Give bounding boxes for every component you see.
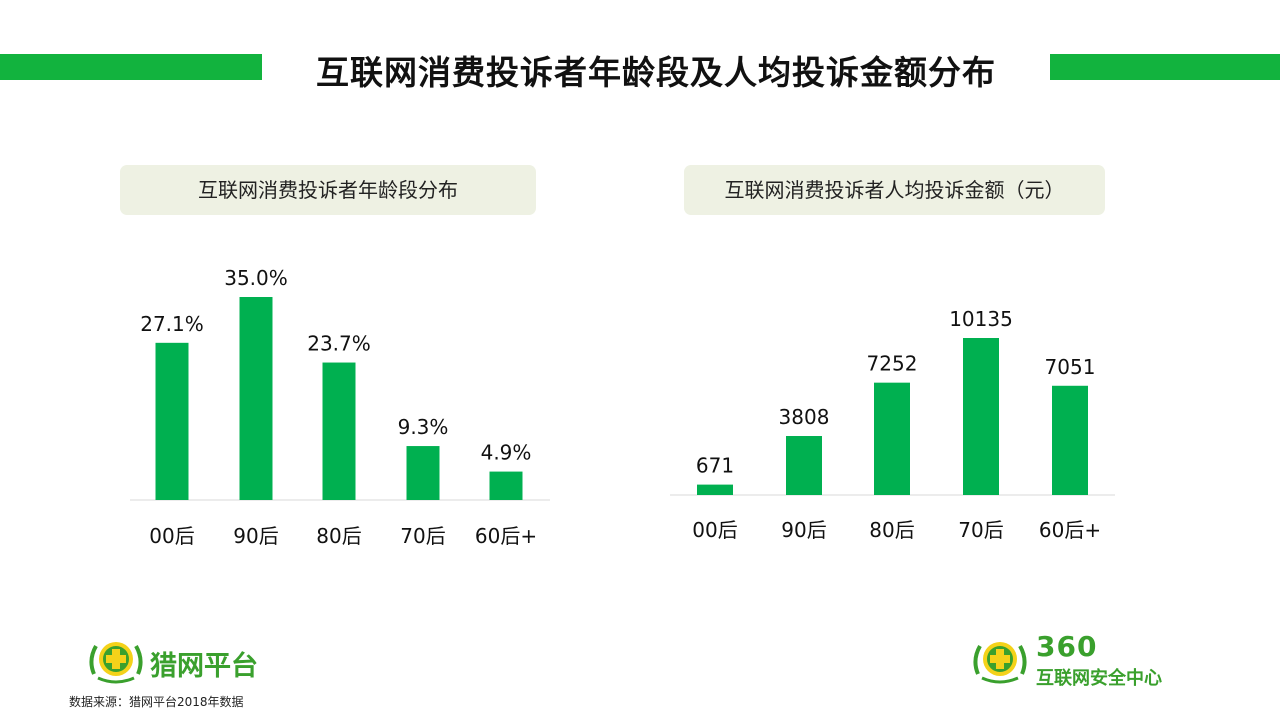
360-brand-text: 360 bbox=[1036, 630, 1098, 663]
bar-0 bbox=[697, 484, 733, 495]
bar-4 bbox=[1052, 385, 1088, 495]
data-label-1: 35.0% bbox=[224, 266, 288, 290]
data-label-3: 9.3% bbox=[398, 415, 449, 439]
bar-4 bbox=[489, 471, 523, 500]
category-label-1: 90后 bbox=[233, 524, 278, 548]
category-label-0: 00后 bbox=[692, 518, 737, 542]
bar-2 bbox=[322, 362, 356, 500]
data-label-0: 671 bbox=[696, 454, 734, 478]
liewang-logo: 猎网平台 bbox=[86, 634, 276, 686]
bar-3 bbox=[963, 338, 999, 495]
data-label-2: 23.7% bbox=[307, 332, 371, 356]
chart-header-age: 互联网消费投诉者年龄段分布 bbox=[120, 165, 536, 215]
category-label-4: 60后+ bbox=[475, 524, 537, 548]
title-accent-bar-left bbox=[0, 54, 262, 80]
360-logo-text: 互联网安全中心 bbox=[1036, 668, 1162, 689]
bar-1 bbox=[239, 297, 273, 500]
bar-1 bbox=[786, 436, 822, 495]
category-label-3: 70后 bbox=[400, 524, 445, 548]
category-label-2: 80后 bbox=[869, 518, 914, 542]
liewang-logo-text: 猎网平台 bbox=[150, 651, 258, 682]
data-label-0: 27.1% bbox=[140, 312, 204, 336]
data-label-2: 7252 bbox=[867, 352, 918, 376]
data-label-1: 3808 bbox=[779, 405, 830, 429]
green-plus-laurel-icon bbox=[973, 642, 1027, 684]
bar-2 bbox=[874, 382, 910, 495]
data-label-4: 7051 bbox=[1045, 355, 1096, 379]
source-note: 数据来源：猎网平台2018年数据 bbox=[69, 695, 244, 709]
chart-header-amount: 互联网消费投诉者人均投诉金额（元） bbox=[684, 165, 1105, 215]
360-security-logo: 360 互联网安全中心 bbox=[970, 630, 1190, 689]
category-label-0: 00后 bbox=[149, 524, 194, 548]
green-plus-laurel-icon bbox=[89, 642, 143, 684]
category-label-2: 80后 bbox=[316, 524, 361, 548]
category-label-1: 90后 bbox=[781, 518, 826, 542]
data-label-4: 4.9% bbox=[481, 441, 532, 465]
category-label-3: 70后 bbox=[958, 518, 1003, 542]
title-accent-bar-right bbox=[1050, 54, 1280, 80]
category-label-4: 60后+ bbox=[1039, 518, 1101, 542]
bar-3 bbox=[406, 446, 440, 500]
data-label-3: 10135 bbox=[949, 307, 1013, 331]
page-title: 互联网消费投诉者年龄段及人均投诉金额分布 bbox=[316, 53, 996, 92]
bar-0 bbox=[155, 342, 189, 500]
